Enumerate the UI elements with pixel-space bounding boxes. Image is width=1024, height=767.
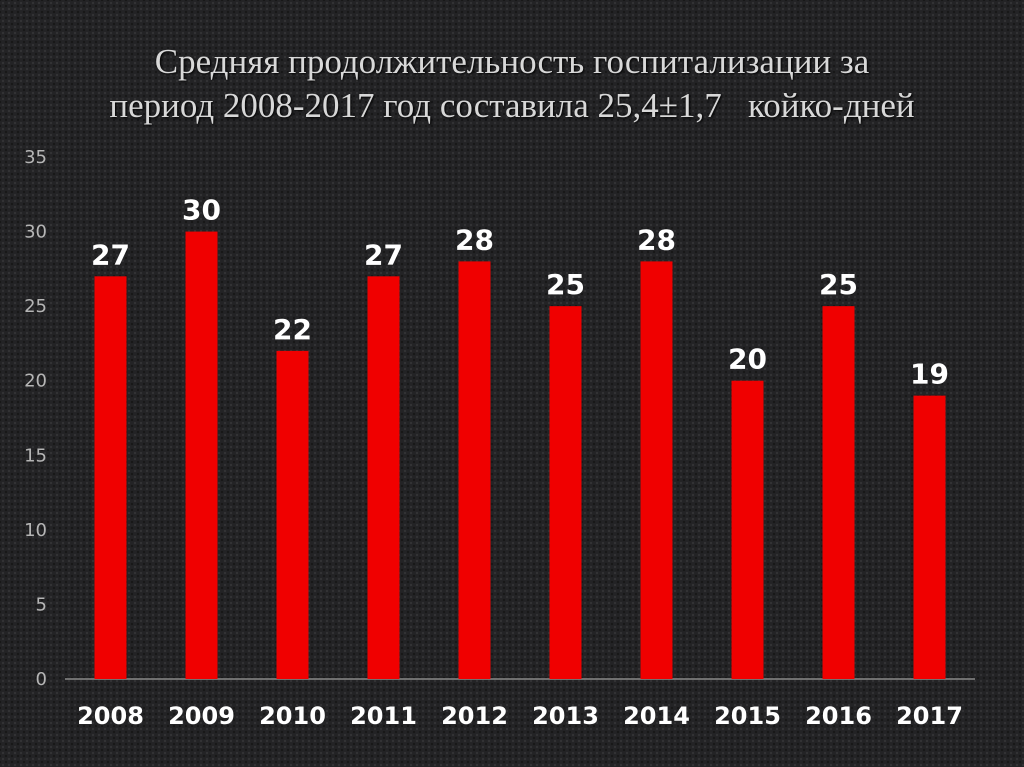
data-label: 20 <box>728 343 767 376</box>
y-tick-label: 30 <box>24 222 47 243</box>
data-label: 27 <box>364 238 403 271</box>
y-tick-label: 35 <box>24 147 47 168</box>
y-tick-label: 20 <box>24 371 47 392</box>
data-label: 28 <box>637 223 676 256</box>
bar <box>185 231 218 680</box>
data-label: 25 <box>819 268 858 301</box>
data-label: 28 <box>455 223 494 256</box>
y-tick-label: 15 <box>24 445 47 466</box>
data-label: 25 <box>546 268 585 301</box>
data-label: 30 <box>182 194 221 227</box>
x-tick-label: 2012 <box>441 702 508 730</box>
x-tick-label: 2016 <box>805 702 872 730</box>
bar <box>549 306 582 679</box>
y-tick-label: 10 <box>24 520 47 541</box>
x-tick-label: 2015 <box>714 702 781 730</box>
bar <box>458 261 491 679</box>
x-tick-label: 2017 <box>896 702 963 730</box>
x-tick-label: 2013 <box>532 702 599 730</box>
y-tick-label: 0 <box>36 669 47 690</box>
x-tick-label: 2008 <box>77 702 144 730</box>
data-label: 27 <box>91 238 130 271</box>
title-line-1: Средняя продолжительность госпитализации… <box>154 42 870 81</box>
x-tick-label: 2014 <box>623 702 690 730</box>
bar <box>94 276 127 679</box>
data-label: 19 <box>910 358 949 391</box>
data-label: 22 <box>273 313 312 346</box>
title-line-2: период 2008-2017 год составила 25,4±1,7 … <box>109 86 915 125</box>
x-tick-label: 2011 <box>350 702 417 730</box>
chart-title: Средняя продолжительность госпитализации… <box>0 40 1024 128</box>
bar <box>367 276 400 679</box>
x-tick-label: 2009 <box>168 702 235 730</box>
bar <box>640 261 673 679</box>
bar <box>276 350 309 679</box>
bar <box>822 306 855 679</box>
bar <box>731 380 764 679</box>
bar <box>913 395 946 679</box>
x-tick-label: 2010 <box>259 702 326 730</box>
y-tick-label: 5 <box>36 594 47 615</box>
y-tick-label: 25 <box>24 296 47 317</box>
